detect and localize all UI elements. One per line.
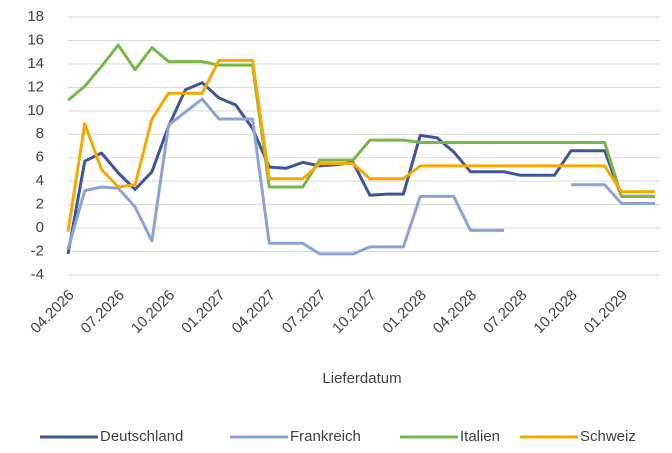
y-tick-label: 16 [27,31,44,48]
y-tick-label: 0 [36,219,44,236]
y-tick-label: -2 [31,243,44,260]
x-tick-label: 01.2029 [581,287,631,337]
y-tick-label: 8 [36,125,44,142]
legend-label: Italien [460,428,500,445]
x-tick-label: 07.2027 [279,287,329,337]
y-tick-label: 6 [36,149,44,166]
series-line [66,97,655,256]
x-axis-title: Lieferdatum [322,370,401,387]
x-tick-label: 04.2027 [229,287,279,337]
y-tick-label: 14 [27,55,44,72]
y-tick-label: 10 [27,102,44,119]
x-tick-label: 07.2026 [78,287,128,337]
x-tick-label: 04.2028 [430,287,480,337]
x-tick-label: 10.2026 [128,287,178,337]
series-line [67,43,655,198]
y-tick-label: 18 [27,8,44,25]
legend-label: Schweiz [580,428,636,445]
y-tick-label: 12 [27,78,44,95]
legend-label: Frankreich [290,428,361,445]
series-line [66,58,655,232]
y-tick-label: -4 [31,266,44,283]
x-tick-label: 01.2028 [379,287,429,337]
x-tick-label: 10.2028 [530,287,580,337]
x-tick-label: 01.2027 [178,287,228,337]
x-tick-label: 10.2027 [329,287,379,337]
y-tick-label: 2 [36,196,44,213]
x-tick-label: 07.2028 [480,287,530,337]
y-tick-label: 4 [36,172,44,189]
legend-label: Deutschland [100,428,183,445]
x-tick-label: 04.2026 [27,287,77,337]
